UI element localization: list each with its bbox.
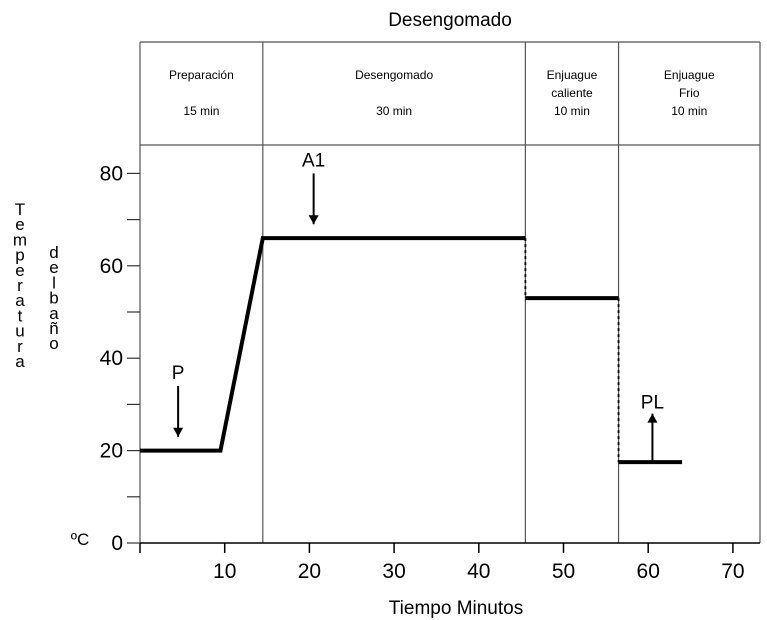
y-label-letter: l [52,273,56,292]
y-tick-label: 0 [111,532,123,555]
x-axis-label: Tiempo Minutos [389,598,523,619]
y-label-letter: a [15,352,25,371]
y-label-letter: m [13,230,27,249]
y-label-letter: u [15,322,24,341]
y-tick-label: 60 [100,255,123,278]
y-label-letter: t [18,306,23,325]
y-label-letter: e [49,258,58,277]
y-tick-label: 20 [100,440,123,463]
phase-label: 10 min [554,104,590,118]
annotation-arrow-head [173,427,184,437]
phase-label: Enjuague [547,68,598,82]
y-label-letter: r [17,276,23,295]
x-tick-label: 50 [552,560,575,583]
phase-label: Desengomado [355,68,433,82]
annotation-label: P [172,363,185,384]
y-label-letter: e [15,215,24,234]
x-tick-label: 20 [298,560,321,583]
temperature-series [140,236,683,465]
annotation-label: A1 [302,150,325,171]
x-tick-label: 40 [467,560,490,583]
annotations: P A1 PL [172,150,664,463]
axes: 10 20 30 40 50 60 70 0 20 40 60 80 [100,162,760,583]
y-label-letter: o [49,334,58,353]
phase-label: 30 min [376,104,412,118]
y-tick-label: 40 [100,347,123,370]
y-label-letter: a [15,291,25,310]
phase-label: Enjuague [664,68,715,82]
y-label-letter: a [49,304,59,323]
annotation-arrow-head [647,413,658,423]
y-label-letter: ñ [49,319,58,338]
x-tick-label: 30 [382,560,405,583]
y-label-letter: T [15,200,25,219]
phase-grid [139,41,761,543]
phase-label: Preparación [169,68,234,82]
annotation-arrow-head [308,215,319,225]
y-tick-label: 80 [100,162,123,185]
phase-label: Frio [679,86,700,100]
annotation-label: PL [641,393,664,414]
y-label-letter: d [49,243,58,262]
phase-labels: Preparación 15 min Desengomado 30 min Enjuag… [169,68,715,118]
y-label-letter: p [15,246,24,265]
x-tick-label: 10 [213,560,236,583]
phase-label: 15 min [183,104,219,118]
y-label-letter: e [15,261,24,280]
phase-label: 10 min [671,104,707,118]
x-tick-label: 70 [721,560,744,583]
y-label-letter: r [17,337,23,356]
temperature-line [140,236,526,453]
y-label-letter: b [49,289,58,308]
chart-title: Desengomado [388,10,512,31]
y-unit-label: ºC [71,530,90,549]
x-tick-label: 60 [637,560,660,583]
phase-label: caliente [551,86,593,100]
